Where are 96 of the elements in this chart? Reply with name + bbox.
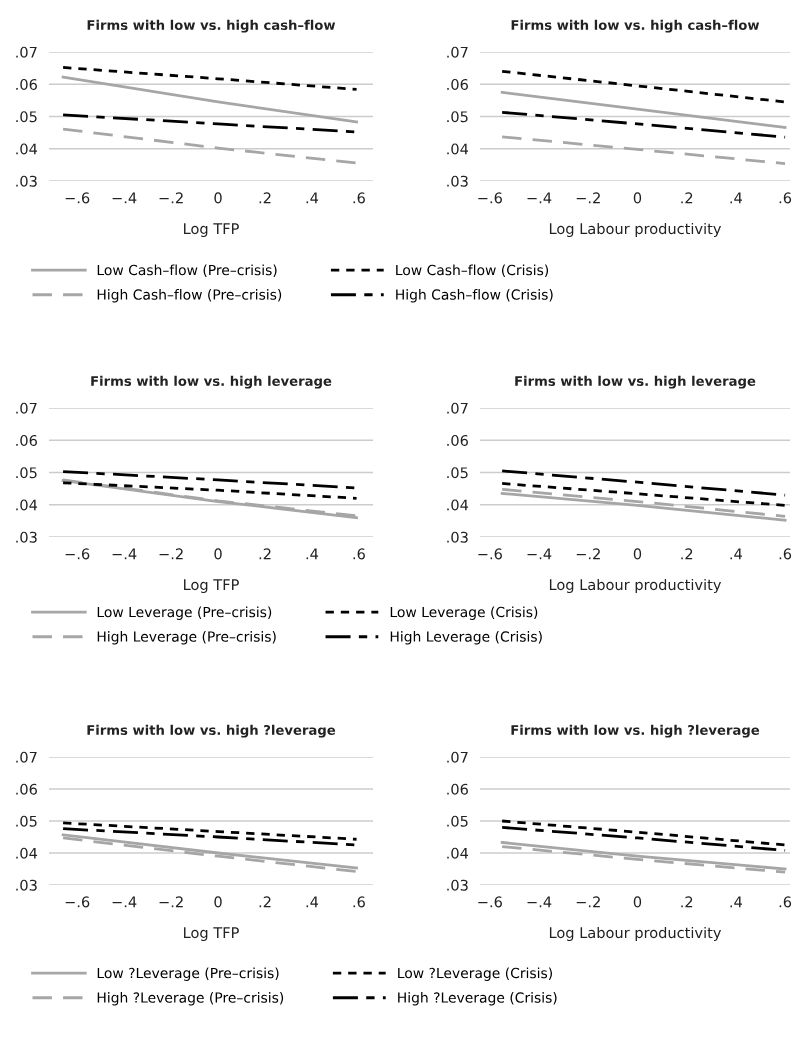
y-tick-label: .06 — [16, 434, 37, 446]
y-tick-label: .03 — [447, 879, 468, 891]
y-tick-label: .07 — [447, 751, 468, 763]
x-axis-title: Log Labour productivity — [549, 926, 722, 942]
x-axis-title: Log Labour productivity — [549, 222, 722, 238]
x-tick-label: .4 — [730, 896, 743, 908]
x-tick-label: −.2 — [576, 192, 600, 204]
x-tick-label: −.2 — [576, 896, 600, 908]
chart-title: Firms with low vs. high ?leverage — [511, 724, 760, 738]
x-tick-label: −.2 — [159, 896, 183, 908]
y-tick-label: .05 — [16, 815, 37, 827]
x-tick-label: .6 — [779, 548, 792, 560]
x-axis-title: Log TFP — [184, 223, 239, 238]
y-tick-label: .05 — [447, 815, 468, 827]
x-tick-label: −.2 — [576, 548, 600, 560]
x-tick-label: −.6 — [65, 192, 90, 204]
y-tick-label: .03 — [16, 175, 37, 187]
x-axis-title: Log TFP — [184, 579, 239, 594]
chart-title: Firms with low vs. high leverage — [91, 375, 332, 389]
x-tick-label: −.4 — [527, 192, 552, 204]
legend-label: Low ?Leverage (Crisis) — [398, 967, 552, 981]
y-tick-label: .07 — [447, 402, 468, 414]
x-tick-label: 0 — [633, 192, 642, 204]
x-tick-label: .6 — [353, 192, 365, 204]
x-tick-label: .4 — [306, 192, 319, 204]
y-tick-label: .04 — [447, 847, 469, 859]
y-tick-label: .05 — [16, 467, 37, 479]
x-tick-label: 0 — [214, 896, 222, 908]
legend-label: High Leverage (Crisis) — [390, 631, 542, 645]
x-tick-label: −.6 — [65, 548, 90, 560]
x-tick-label: −.4 — [112, 192, 137, 204]
x-tick-label: −.6 — [478, 896, 502, 908]
y-tick-label: .03 — [447, 531, 468, 543]
x-tick-label: .2 — [681, 548, 693, 560]
legend-label: High ?Leverage (Crisis) — [398, 992, 557, 1006]
x-tick-label: .4 — [306, 548, 319, 560]
x-tick-label: .2 — [259, 896, 271, 908]
legend-label: High ?Leverage (Pre–crisis) — [97, 992, 284, 1006]
x-tick-label: 0 — [633, 548, 642, 560]
y-tick-label: .07 — [16, 46, 37, 58]
x-tick-label: −.2 — [159, 548, 183, 560]
legend-label: Low Cash–flow (Crisis) — [396, 264, 549, 277]
x-axis-title: Log Labour productivity — [549, 578, 722, 594]
y-tick-label: .07 — [447, 46, 468, 58]
x-tick-label: .2 — [681, 192, 693, 204]
y-tick-label: .06 — [16, 78, 37, 90]
x-tick-label: .6 — [353, 896, 365, 908]
x-tick-label: −.6 — [65, 896, 90, 908]
y-tick-label: .06 — [447, 78, 468, 90]
x-tick-label: −.4 — [527, 548, 552, 560]
x-tick-label: .6 — [779, 192, 792, 204]
x-tick-label: −.6 — [478, 548, 502, 560]
x-tick-label: .4 — [306, 896, 319, 908]
x-tick-label: −.2 — [159, 192, 183, 204]
y-tick-label: .07 — [16, 751, 37, 763]
x-tick-label: −.4 — [112, 548, 137, 560]
y-tick-label: .05 — [447, 467, 468, 479]
x-tick-label: −.4 — [527, 896, 552, 908]
x-tick-label: 0 — [214, 548, 222, 560]
y-tick-label: .04 — [447, 143, 469, 155]
legend-label: Low Cash–flow (Pre–crisis) — [97, 264, 277, 277]
y-tick-label: .04 — [16, 847, 38, 859]
x-tick-label: −.6 — [478, 192, 502, 204]
chart-title: Firms with low vs. high cash–flow — [87, 19, 336, 33]
legend-label: High Cash–flow (Pre–crisis) — [97, 289, 282, 303]
x-tick-label: .4 — [730, 548, 743, 560]
x-tick-label: .4 — [730, 192, 743, 204]
y-tick-label: .05 — [447, 111, 468, 123]
legend-label: High Leverage (Pre–crisis) — [97, 631, 276, 645]
y-tick-label: .06 — [447, 434, 468, 446]
legend-label: Low ?Leverage (Pre–crisis) — [97, 967, 279, 981]
legend-label: Low Leverage (Pre–crisis) — [97, 606, 272, 620]
legend-label: High Cash–flow (Crisis) — [396, 289, 553, 303]
x-tick-label: .6 — [353, 548, 365, 560]
chart-title: Firms with low vs. high cash–flow — [511, 19, 760, 33]
y-tick-label: .03 — [16, 531, 37, 543]
y-tick-label: .03 — [16, 879, 37, 891]
x-tick-label: .2 — [681, 896, 693, 908]
y-tick-label: .07 — [16, 402, 37, 414]
x-tick-label: −.4 — [112, 896, 137, 908]
y-tick-label: .06 — [447, 783, 468, 795]
x-tick-label: .6 — [779, 896, 792, 908]
y-tick-label: .06 — [16, 783, 37, 795]
y-tick-label: .03 — [447, 175, 468, 187]
y-tick-label: .04 — [447, 499, 469, 511]
y-tick-label: .04 — [16, 499, 38, 511]
x-tick-label: .2 — [259, 548, 271, 560]
y-tick-label: .04 — [16, 143, 38, 155]
y-tick-label: .05 — [16, 111, 37, 123]
x-tick-label: 0 — [633, 896, 642, 908]
x-axis-title: Log TFP — [184, 927, 239, 942]
legend-label: Low Leverage (Crisis) — [390, 606, 538, 620]
x-tick-label: 0 — [214, 192, 222, 204]
chart-title: Firms with low vs. high leverage — [515, 375, 756, 389]
chart-title: Firms with low vs. high ?leverage — [87, 724, 336, 738]
x-tick-label: .2 — [259, 192, 271, 204]
